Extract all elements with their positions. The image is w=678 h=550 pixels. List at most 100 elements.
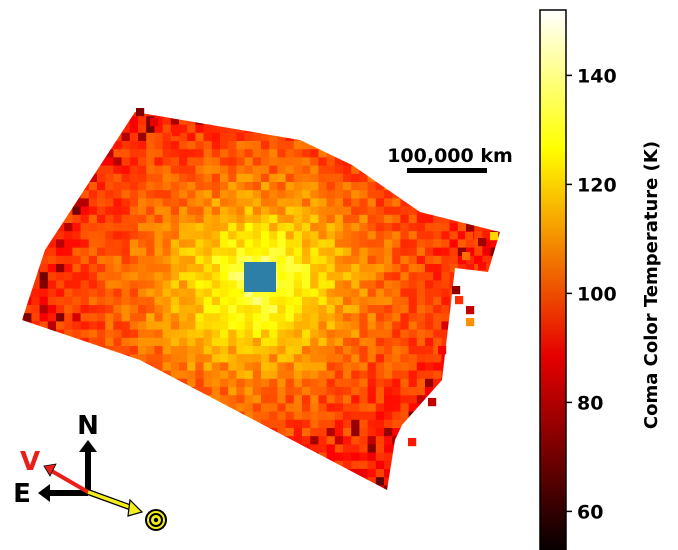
map-pixel xyxy=(170,419,180,429)
map-pixel xyxy=(334,157,344,166)
map-pixel xyxy=(187,494,196,503)
map-pixel xyxy=(326,182,336,191)
map-pixel xyxy=(56,321,65,330)
map-pixel xyxy=(113,419,122,429)
map-pixel xyxy=(228,149,237,158)
map-pixel xyxy=(269,173,278,183)
map-pixel xyxy=(441,419,450,429)
map-pixel xyxy=(113,477,122,486)
map-pixel xyxy=(39,264,49,273)
map-pixel xyxy=(105,444,114,453)
map-pixel xyxy=(244,288,254,298)
map-pixel xyxy=(465,232,474,241)
map-pixel xyxy=(490,378,500,388)
map-pixel xyxy=(334,460,344,470)
map-pixel xyxy=(80,223,90,232)
map-pixel xyxy=(384,403,393,412)
map-pixel xyxy=(203,247,213,257)
map-pixel xyxy=(438,346,447,355)
map-pixel xyxy=(498,419,500,429)
map-pixel xyxy=(211,141,221,150)
map-pixel xyxy=(400,403,409,412)
map-pixel xyxy=(285,214,295,224)
map-pixel xyxy=(31,247,40,257)
map-pixel xyxy=(179,329,188,339)
map-pixel xyxy=(72,387,81,396)
map-pixel xyxy=(105,485,114,490)
map-pixel xyxy=(433,411,442,421)
map-pixel xyxy=(359,346,368,355)
map-pixel xyxy=(179,452,188,462)
map-pixel xyxy=(302,469,311,478)
map-pixel xyxy=(441,411,450,421)
map-pixel xyxy=(97,132,106,142)
map-pixel xyxy=(31,231,40,240)
map-pixel xyxy=(318,280,327,289)
map-pixel xyxy=(154,460,163,470)
map-pixel xyxy=(326,485,336,490)
map-pixel xyxy=(359,296,368,306)
map-pixel xyxy=(375,272,385,281)
map-pixel xyxy=(285,395,295,404)
map-pixel xyxy=(359,272,368,281)
map-pixel xyxy=(285,346,295,355)
map-pixel xyxy=(359,477,368,486)
map-pixel xyxy=(343,444,352,453)
map-pixel xyxy=(293,387,303,396)
map-pixel xyxy=(367,337,377,347)
map-pixel xyxy=(179,190,188,199)
map-pixel xyxy=(220,362,229,371)
map-pixel xyxy=(47,132,57,142)
map-pixel xyxy=(334,419,344,429)
map-pixel xyxy=(490,264,500,273)
map-pixel xyxy=(375,305,385,314)
map-pixel xyxy=(318,223,327,232)
map-pixel xyxy=(384,100,393,109)
map-pixel xyxy=(195,255,204,265)
map-pixel xyxy=(367,182,377,191)
map-pixel xyxy=(244,182,254,191)
map-pixel xyxy=(39,272,49,281)
map-pixel xyxy=(490,116,500,125)
map-pixel xyxy=(64,452,73,462)
map-pixel xyxy=(203,149,213,158)
map-pixel xyxy=(88,395,98,404)
map-pixel xyxy=(343,296,352,306)
map-pixel xyxy=(490,346,500,355)
map-pixel xyxy=(359,305,368,314)
map-pixel xyxy=(47,223,57,232)
map-pixel xyxy=(228,428,237,437)
map-pixel xyxy=(343,321,352,330)
map-pixel xyxy=(31,494,40,503)
map-pixel xyxy=(129,452,139,462)
map-pixel xyxy=(310,247,319,257)
map-pixel xyxy=(408,280,418,289)
map-pixel xyxy=(367,190,377,199)
map-pixel xyxy=(293,198,303,207)
map-pixel xyxy=(375,296,385,306)
map-pixel xyxy=(441,494,450,503)
map-pixel xyxy=(293,313,303,322)
map-pixel xyxy=(146,239,155,248)
map-pixel xyxy=(482,460,491,470)
map-pixel xyxy=(23,329,32,339)
map-pixel xyxy=(269,165,278,175)
map-pixel xyxy=(47,395,57,404)
map-pixel xyxy=(22,255,24,265)
map-pixel xyxy=(302,485,311,490)
map-pixel xyxy=(146,411,155,421)
map-pixel xyxy=(72,124,81,134)
map-pixel xyxy=(449,223,459,232)
map-pixel xyxy=(121,485,131,490)
map-pixel xyxy=(162,132,172,142)
map-pixel xyxy=(154,116,163,125)
map-pixel xyxy=(129,313,139,322)
map-pixel xyxy=(392,346,401,355)
map-pixel xyxy=(23,247,32,257)
map-pixel xyxy=(236,337,245,347)
map-pixel xyxy=(211,329,221,339)
map-pixel xyxy=(22,403,24,412)
map-pixel xyxy=(80,239,90,248)
map-pixel xyxy=(343,280,352,289)
map-pixel xyxy=(498,173,500,183)
